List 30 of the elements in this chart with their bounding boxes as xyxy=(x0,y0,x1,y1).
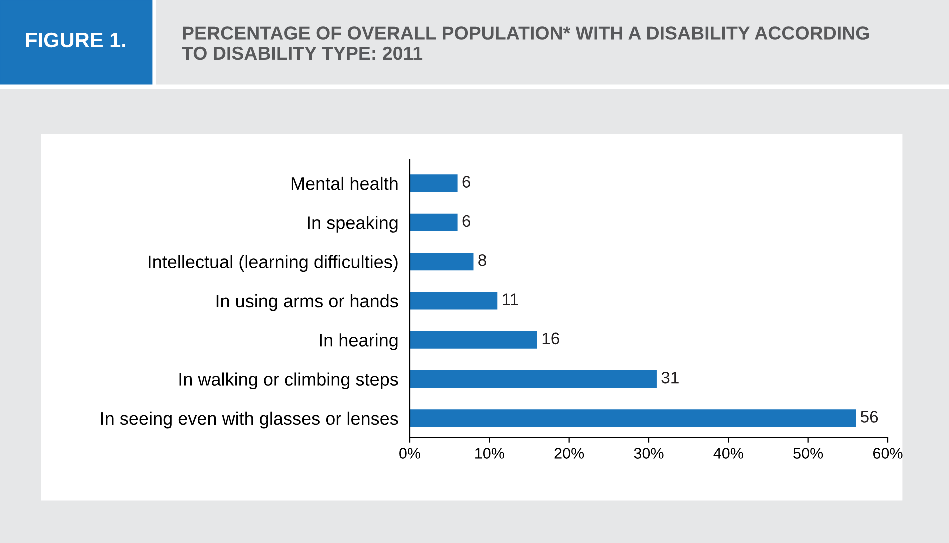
bar xyxy=(410,174,458,192)
y-tick-label: In seeing even with glasses or lenses xyxy=(101,412,398,429)
x-tick-label: 60% xyxy=(873,448,903,459)
data-label: 6 xyxy=(462,215,471,228)
y-tick-label: Intellectual (learning difficulties) xyxy=(148,255,398,272)
data-label: 56 xyxy=(860,411,878,423)
chart-title: PERCENTAGE OF OVERALL POPULATION* WITH A DISABILITY ACCORDING TO DISABILITY TYPE: 2011 xyxy=(182,26,870,60)
x-tick-label: 30% xyxy=(634,448,664,459)
x-tick-label: 10% xyxy=(476,448,504,459)
caption: FIGURE 1. xyxy=(26,32,126,48)
bar xyxy=(410,410,856,428)
y-tick-label: In using arms or hands xyxy=(216,294,398,312)
data-label: 11 xyxy=(503,294,518,306)
data-label: 8 xyxy=(478,254,486,266)
y-tick-label: In walking or climbing steps xyxy=(180,372,398,390)
y-tick-label: Mental health xyxy=(292,176,398,190)
bar xyxy=(410,370,657,388)
y-tick-label: In hearing xyxy=(320,334,398,350)
data-label: 6 xyxy=(462,176,471,188)
bar xyxy=(410,331,538,349)
y-tick-label: In speaking xyxy=(308,216,398,233)
data-label: 16 xyxy=(542,332,560,345)
bar xyxy=(410,252,474,271)
data-label: 31 xyxy=(662,372,679,384)
bar xyxy=(410,292,498,310)
x-tick-label: 40% xyxy=(714,448,744,459)
x-tick-label: 20% xyxy=(554,448,584,459)
x-tick-label: 0% xyxy=(400,448,420,459)
bar xyxy=(410,214,458,232)
x-tick-label: 50% xyxy=(794,448,824,459)
